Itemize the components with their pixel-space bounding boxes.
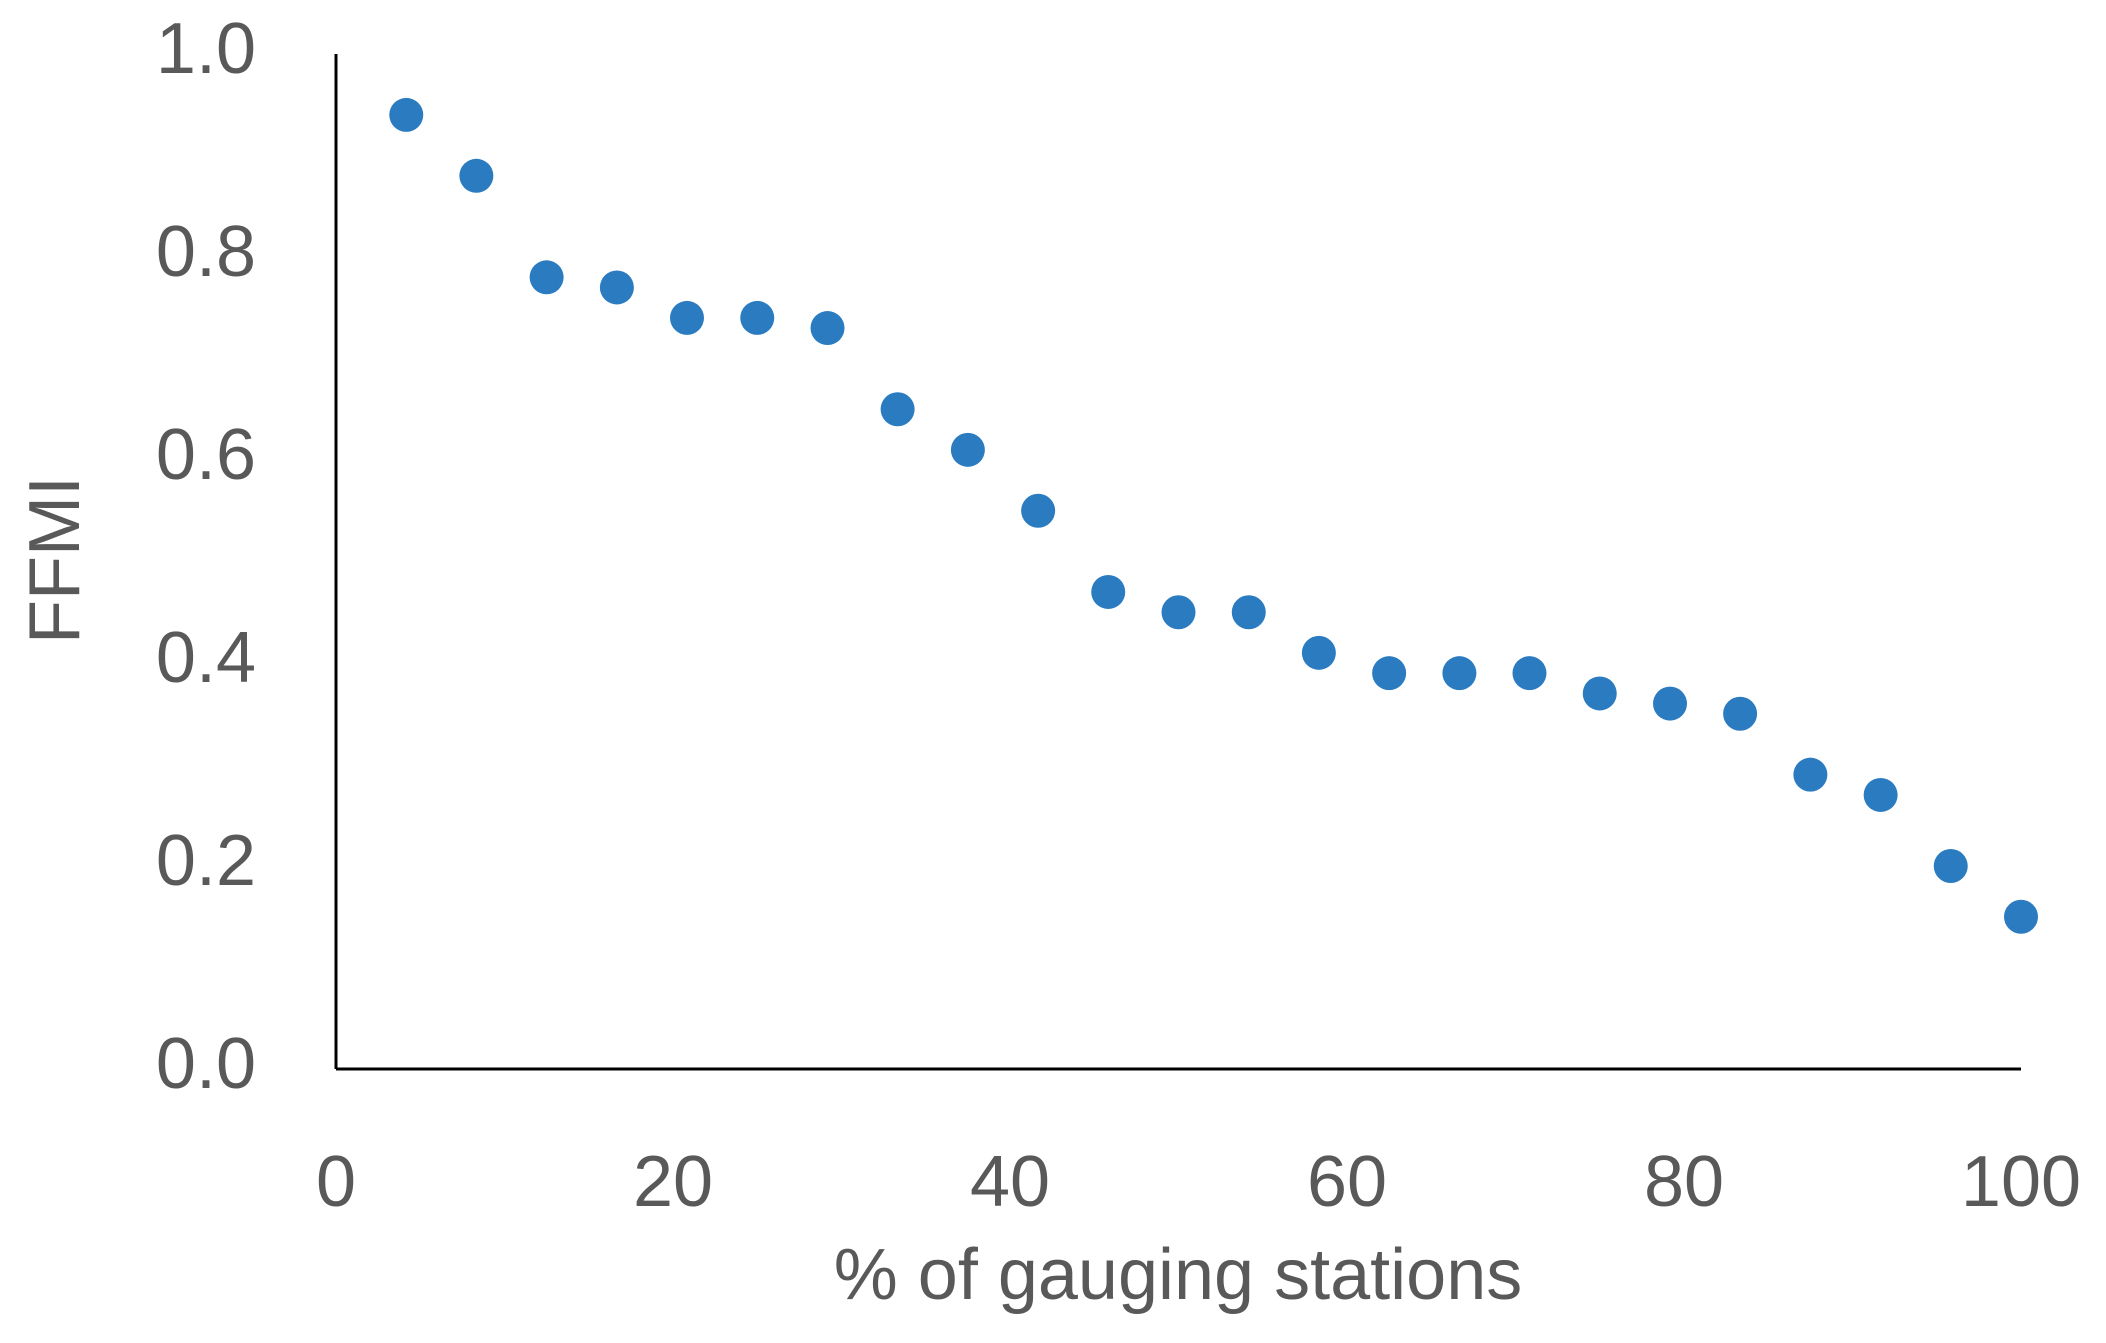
data-point (389, 97, 424, 132)
data-point (1653, 686, 1688, 721)
data-point (740, 300, 775, 335)
data-point (880, 392, 915, 427)
x-tick-label: 20 (633, 1142, 713, 1222)
data-point (599, 270, 634, 305)
x-tick-label: 40 (970, 1142, 1050, 1222)
data-point (1863, 777, 1898, 812)
data-point (1372, 656, 1407, 691)
x-axis-label: % of gauging stations (834, 1235, 1522, 1315)
data-point (1091, 574, 1126, 609)
data-point (1301, 635, 1336, 670)
data-point (1793, 757, 1828, 792)
x-tick-label: 0 (316, 1142, 356, 1222)
data-point (1723, 696, 1758, 731)
y-tick-label: 0.6 (156, 415, 256, 495)
y-tick-label: 0.0 (156, 1024, 256, 1104)
x-tick-label: 80 (1644, 1142, 1724, 1222)
y-tick-label: 0.8 (156, 212, 256, 292)
data-point (1442, 656, 1477, 691)
data-point (669, 300, 704, 335)
data-point (1933, 849, 1968, 883)
data-point (1161, 595, 1196, 630)
y-tick-label: 1.0 (156, 9, 256, 89)
data-point (1512, 656, 1547, 691)
data-point (1231, 595, 1266, 630)
y-tick-label: 0.2 (156, 821, 256, 901)
x-tick-label: 100 (1961, 1142, 2081, 1222)
data-point (2004, 899, 2038, 934)
data-point (1582, 676, 1617, 711)
y-axis-label: FFMI (15, 476, 95, 644)
data-point (459, 158, 494, 193)
data-point (529, 260, 564, 295)
data-point (1021, 493, 1056, 528)
data-point (950, 432, 985, 467)
data-point (810, 311, 845, 346)
y-tick-label: 0.4 (156, 618, 256, 698)
x-tick-label: 60 (1307, 1142, 1387, 1222)
